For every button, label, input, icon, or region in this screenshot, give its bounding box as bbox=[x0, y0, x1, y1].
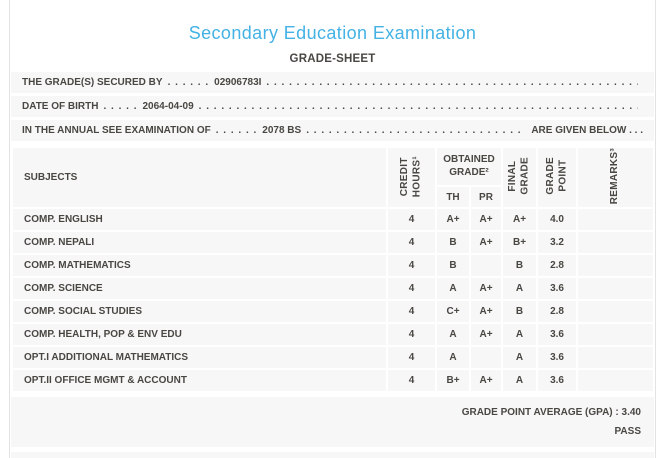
next-section-strip bbox=[11, 452, 654, 458]
grades-table: SUBJECTS CREDIT HOURS¹ OBTAINED GRADE² F… bbox=[11, 146, 655, 393]
col-header-credit-hours: CREDIT HOURS¹ bbox=[388, 148, 435, 208]
table-row: COMP. HEALTH, POP & ENV EDU 4 A A+ A 3.6 bbox=[13, 324, 653, 346]
dot-leader-fill: . . . . . . . . . . . . . . . . . . . . … bbox=[266, 77, 638, 88]
credit-hours-cell: 4 bbox=[388, 232, 435, 254]
are-given-below-text: ARE GIVEN BELOW . . . bbox=[531, 125, 643, 136]
grade-point-cell: 3.6 bbox=[538, 370, 577, 392]
table-row: OPT.I ADDITIONAL MATHEMATICS 4 A A 3.6 bbox=[13, 347, 653, 369]
remarks-cell bbox=[578, 232, 653, 254]
symbol-number-label: THE GRADE(S) SECURED BY bbox=[22, 77, 163, 88]
remarks-cell bbox=[578, 301, 653, 323]
table-row: COMP. NEPALI 4 B A+ B+ 3.2 bbox=[13, 232, 653, 254]
practical-grade-cell: A+ bbox=[471, 301, 502, 323]
info-line-date-of-birth: DATE OF BIRTH . . . . . 2064-04-09 . . .… bbox=[11, 96, 654, 117]
theory-grade-cell: B bbox=[437, 232, 469, 254]
practical-grade-cell bbox=[471, 255, 502, 277]
credit-hours-cell: 4 bbox=[388, 255, 435, 277]
page-title: Secondary Education Examination bbox=[188, 23, 477, 43]
dot-leader: . . . . . . bbox=[215, 125, 258, 136]
subject-cell: OPT.II OFFICE MGMT & ACCOUNT bbox=[13, 370, 386, 392]
col-header-final-grade: FINAL GRADE bbox=[503, 148, 537, 208]
final-grade-cell: A bbox=[503, 324, 537, 346]
table-row: COMP. MATHEMATICS 4 B B 2.8 bbox=[13, 255, 653, 277]
table-row: COMP. SCIENCE 4 A A+ A 3.6 bbox=[13, 278, 653, 300]
date-of-birth-label: DATE OF BIRTH bbox=[22, 101, 99, 112]
table-row: COMP. SOCIAL STUDIES 4 C+ A+ B 2.8 bbox=[13, 301, 653, 323]
credit-hours-cell: 4 bbox=[388, 347, 435, 369]
theory-grade-cell: B bbox=[437, 255, 469, 277]
info-line-symbol-number: THE GRADE(S) SECURED BY . . . . . . 0290… bbox=[11, 72, 654, 93]
col-header-practical: PR bbox=[471, 186, 502, 208]
info-line-examination-year: IN THE ANNUAL SEE EXAMINATION OF . . . .… bbox=[11, 120, 654, 141]
grade-sheet-subtitle: GRADE-SHEET bbox=[289, 53, 376, 65]
col-header-grade-point: GRADE POINT bbox=[538, 148, 577, 208]
table-row: OPT.II OFFICE MGMT & ACCOUNT 4 B+ A+ A 3… bbox=[13, 370, 653, 392]
final-grade-cell: A bbox=[503, 370, 537, 392]
final-grade-cell: B bbox=[503, 255, 537, 277]
final-grade-cell: A+ bbox=[503, 209, 537, 231]
credit-hours-cell: 4 bbox=[388, 324, 435, 346]
practical-grade-cell: A+ bbox=[471, 324, 502, 346]
grade-point-cell: 3.6 bbox=[538, 324, 577, 346]
pass-status-text: PASS bbox=[614, 426, 642, 438]
grade-point-cell: 2.8 bbox=[538, 301, 577, 323]
practical-grade-cell bbox=[471, 347, 502, 369]
subject-cell: COMP. HEALTH, POP & ENV EDU bbox=[13, 324, 386, 346]
remarks-cell bbox=[578, 324, 653, 346]
final-grade-cell: A bbox=[503, 347, 537, 369]
theory-grade-cell: A bbox=[437, 278, 469, 300]
subject-cell: OPT.I ADDITIONAL MATHEMATICS bbox=[13, 347, 386, 369]
result-summary-section: GRADE POINT AVERAGE (GPA) : 3.40 PASS bbox=[11, 397, 654, 448]
dot-leader: . . . . . . bbox=[167, 77, 210, 88]
date-of-birth-value: 2064-04-09 bbox=[142, 101, 194, 112]
subject-cell: COMP. SOCIAL STUDIES bbox=[13, 301, 386, 323]
table-row: COMP. ENGLISH 4 A+ A+ A+ 4.0 bbox=[13, 209, 653, 231]
symbol-number-value: 02906783I bbox=[214, 77, 262, 88]
remarks-cell bbox=[578, 278, 653, 300]
grade-point-cell: 3.6 bbox=[538, 347, 577, 369]
practical-grade-cell: A+ bbox=[471, 278, 502, 300]
subject-cell: COMP. MATHEMATICS bbox=[13, 255, 386, 277]
candidate-info-section: THE GRADE(S) SECURED BY . . . . . . 0290… bbox=[11, 72, 654, 141]
theory-grade-cell: C+ bbox=[437, 301, 469, 323]
subject-cell: COMP. NEPALI bbox=[13, 232, 386, 254]
dot-leader: . . . . . bbox=[103, 101, 138, 112]
col-header-obtained-grade: OBTAINED GRADE² bbox=[437, 148, 502, 185]
practical-grade-cell: A+ bbox=[471, 232, 502, 254]
examination-year-label: IN THE ANNUAL SEE EXAMINATION OF bbox=[22, 125, 211, 136]
final-grade-cell: B bbox=[503, 301, 537, 323]
final-grade-cell: A bbox=[503, 278, 537, 300]
subject-cell: COMP. ENGLISH bbox=[13, 209, 386, 231]
col-header-subjects: SUBJECTS bbox=[13, 148, 386, 208]
grade-point-cell: 3.6 bbox=[538, 278, 577, 300]
practical-grade-cell: A+ bbox=[471, 209, 502, 231]
remarks-cell bbox=[578, 255, 653, 277]
grade-point-cell: 3.2 bbox=[538, 232, 577, 254]
subject-cell: COMP. SCIENCE bbox=[13, 278, 386, 300]
dot-leader-fill: . . . . . . . . . . . . . . . . . . . . … bbox=[306, 125, 524, 136]
grade-sheet-card: Secondary Education Examination GRADE-SH… bbox=[9, 0, 656, 458]
credit-hours-cell: 4 bbox=[388, 209, 435, 231]
credit-hours-cell: 4 bbox=[388, 370, 435, 392]
grade-point-cell: 2.8 bbox=[538, 255, 577, 277]
practical-grade-cell: A+ bbox=[471, 370, 502, 392]
remarks-cell bbox=[578, 347, 653, 369]
final-grade-cell: B+ bbox=[503, 232, 537, 254]
theory-grade-cell: A+ bbox=[437, 209, 469, 231]
gpa-value-text: GRADE POINT AVERAGE (GPA) : 3.40 bbox=[461, 407, 641, 419]
remarks-cell bbox=[578, 370, 653, 392]
credit-hours-cell: 4 bbox=[388, 278, 435, 300]
col-header-remarks: REMARKS³ bbox=[578, 148, 653, 208]
theory-grade-cell: A bbox=[437, 324, 469, 346]
examination-year-value: 2078 BS bbox=[262, 125, 302, 136]
theory-grade-cell: B+ bbox=[437, 370, 469, 392]
col-header-theory: TH bbox=[437, 186, 469, 208]
remarks-cell bbox=[578, 209, 653, 231]
grade-point-cell: 4.0 bbox=[538, 209, 577, 231]
theory-grade-cell: A bbox=[437, 347, 469, 369]
dot-leader-fill: . . . . . . . . . . . . . . . . . . . . … bbox=[198, 101, 638, 112]
credit-hours-cell: 4 bbox=[388, 301, 435, 323]
